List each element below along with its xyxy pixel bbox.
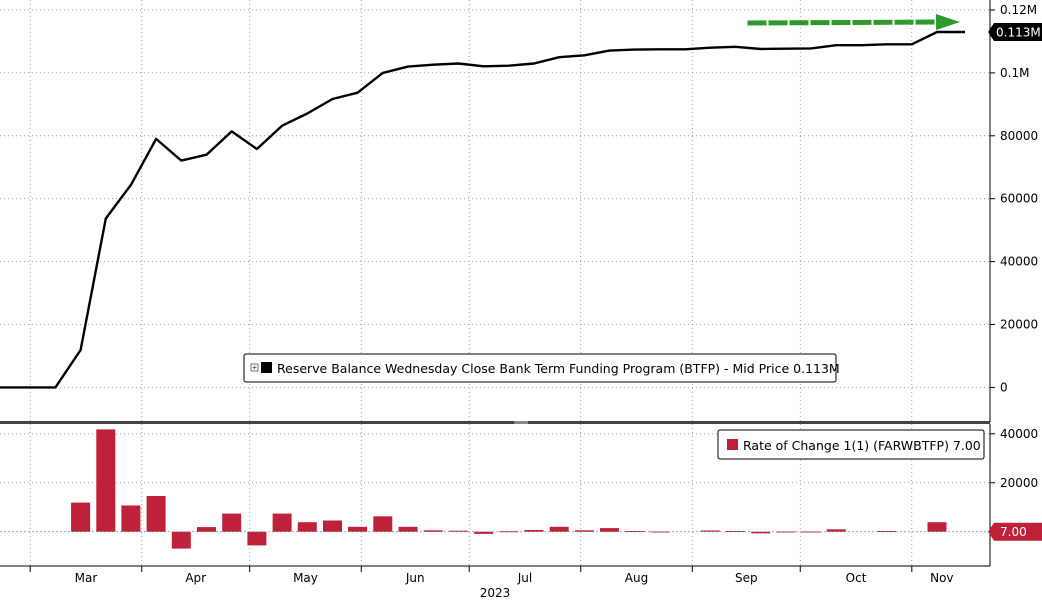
roc-bar: [197, 527, 216, 532]
upper-legend-box: [243, 353, 837, 383]
x-axis-year-label: 2023: [480, 586, 511, 600]
pane-resize-handle[interactable]: [514, 421, 528, 424]
x-tick-label: Aug: [625, 571, 648, 585]
roc-bar: [222, 513, 242, 532]
x-tick-label: Apr: [185, 571, 206, 585]
lower-y-axis-ticks: 40000 20000: [990, 427, 1038, 490]
x-tick-label: Nov: [930, 571, 953, 585]
rate-of-change-bars: [71, 429, 947, 549]
trend-arrow-annotation: [747, 14, 960, 30]
pane-separator[interactable]: [0, 421, 990, 424]
roc-bar: [927, 522, 947, 532]
lower-legend-swatch: [727, 439, 738, 450]
x-tick-label: Sep: [735, 571, 758, 585]
roc-bar: [474, 531, 494, 534]
roc-bar: [96, 429, 116, 532]
x-axis-ticks: Mar Apr May Jun Jul Aug Sep Oct Nov: [29, 566, 954, 585]
roc-bar: [121, 505, 141, 532]
lower-y-tick-label: 40000: [1000, 427, 1038, 441]
roc-bar: [801, 531, 821, 533]
x-tick-label: Oct: [846, 571, 867, 585]
upper-y-tick-label: 20000: [1000, 318, 1038, 332]
lower-last-value-badge: 7.00: [988, 522, 1042, 541]
upper-y-axis-ticks: 0.12M 0.1M 80000 60000 40000 20000 0: [990, 3, 1038, 394]
roc-bar: [423, 530, 443, 532]
lower-legend-box: [717, 429, 985, 460]
roc-bar: [448, 530, 468, 532]
roc-bar: [272, 513, 292, 532]
lower-y-tick-label: 20000: [1000, 476, 1038, 490]
roc-bar: [826, 529, 846, 532]
upper-y-tick-label: 0: [1000, 380, 1008, 394]
roc-bar: [625, 531, 645, 532]
roc-bar: [877, 531, 897, 532]
upper-y-tick-label: 0.12M: [1000, 3, 1037, 17]
btfp-series-line: [0, 30, 965, 389]
roc-bar: [574, 530, 594, 532]
upper-y-tick-label: 80000: [1000, 129, 1038, 143]
upper-legend-swatch: [261, 362, 272, 373]
x-tick-label: Jun: [405, 571, 425, 585]
roc-bar: [398, 526, 418, 532]
roc-bar: [726, 531, 745, 532]
upper-last-value-badge: 0.113M: [988, 23, 1042, 42]
upper-legend[interactable]: Reserve Balance Wednesday Close Bank Ter…: [243, 353, 840, 383]
roc-bar: [171, 531, 191, 549]
roc-bar: [549, 526, 569, 532]
roc-bar: [146, 496, 166, 532]
upper-y-tick-label: 40000: [1000, 255, 1038, 269]
upper-last-value-text: 0.113M: [996, 26, 1041, 40]
roc-bar: [751, 531, 771, 534]
lower-legend-label: Rate of Change 1(1) (FARWBTFP) 7.00: [743, 438, 981, 453]
roc-bar: [524, 530, 544, 532]
x-tick-label: Jul: [517, 571, 532, 585]
roc-bar: [247, 531, 267, 546]
x-tick-label: Mar: [75, 571, 98, 585]
roc-bar: [297, 522, 317, 532]
lower-legend[interactable]: Rate of Change 1(1) (FARWBTFP) 7.00: [717, 429, 985, 460]
roc-bar: [71, 502, 91, 532]
upper-legend-label: Reserve Balance Wednesday Close Bank Ter…: [277, 361, 840, 376]
roc-bar: [323, 520, 342, 532]
roc-bar: [373, 516, 393, 532]
upper-y-tick-label: 60000: [1000, 192, 1038, 206]
roc-bar: [650, 531, 670, 533]
roc-bar: [700, 530, 720, 532]
grid-lines: [0, 0, 990, 566]
lower-last-value-text: 7.00: [1000, 525, 1027, 539]
roc-bar: [600, 528, 619, 532]
x-tick-label: May: [293, 571, 318, 585]
roc-bar: [348, 526, 368, 532]
upper-y-tick-label: 0.1M: [1000, 66, 1029, 80]
